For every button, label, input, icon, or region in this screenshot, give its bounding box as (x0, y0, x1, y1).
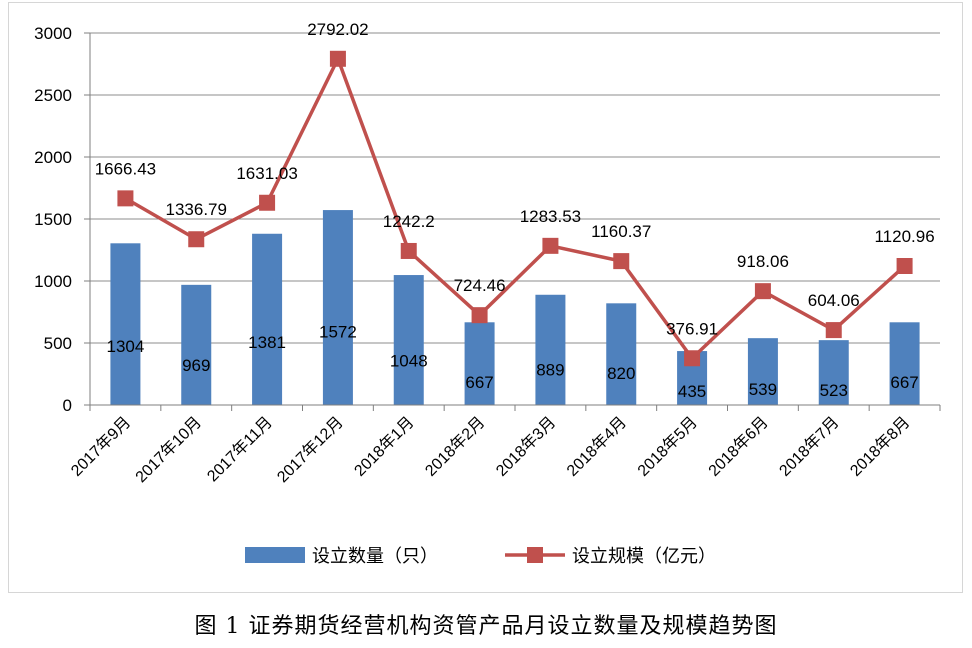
line-marker (400, 242, 417, 259)
line-marker (188, 231, 205, 248)
y-tick-label: 2500 (34, 86, 72, 105)
data-labels: 1304 969 1381 1572 1048 667 889 820 435 539 523 667… (95, 20, 935, 401)
y-tick-label: 2000 (34, 148, 72, 167)
x-tick-label: 2017年11月 (204, 413, 276, 485)
bar (393, 275, 424, 405)
bar (252, 233, 283, 405)
line-data-label: 1631.03 (236, 164, 297, 183)
line-data-label: 1336.79 (166, 200, 227, 219)
line-path (124, 57, 906, 361)
x-tick-label: 2018年8月 (847, 413, 914, 480)
legend-bar-swatch (245, 547, 305, 563)
line-data-label: 1242.2 (383, 212, 435, 231)
line-marker (613, 253, 630, 270)
bar (747, 338, 778, 405)
x-tick-label: 2018年1月 (351, 413, 418, 480)
bar-data-label: 820 (607, 364, 635, 383)
bar (181, 284, 212, 405)
bar-data-label: 539 (749, 380, 777, 399)
x-tick-label: 2018年4月 (563, 413, 630, 480)
line-marker (259, 194, 276, 211)
line-marker (117, 190, 134, 207)
y-tick-label: 1500 (34, 210, 72, 229)
bar-data-label: 1572 (319, 322, 357, 341)
line-data-label: 376.91 (666, 319, 718, 338)
line-data-label: 724.46 (454, 276, 506, 295)
x-tick-label: 2018年2月 (422, 413, 489, 480)
bar-data-label: 889 (536, 360, 564, 379)
line-marker (896, 258, 913, 275)
line-data-label: 604.06 (808, 291, 860, 310)
legend-bar-label: 设立数量（只） (312, 546, 438, 567)
x-tick-label: 2018年6月 (705, 413, 772, 480)
bar-data-label: 523 (820, 381, 848, 400)
bar (110, 243, 141, 405)
line-data-label: 2792.02 (307, 20, 368, 39)
bar-data-label: 1304 (107, 337, 145, 356)
bar (464, 322, 495, 405)
line-data-label: 1160.37 (591, 222, 651, 241)
line-marker (825, 322, 842, 339)
line-data-label: 1283.53 (520, 207, 581, 226)
x-tick-label: 2018年3月 (492, 413, 559, 480)
bar-data-label: 667 (465, 373, 493, 392)
line-marker (542, 237, 559, 254)
bar (535, 294, 566, 405)
x-tick-label: 2018年5月 (634, 413, 701, 480)
line-series (117, 50, 913, 367)
gridlines (90, 32, 940, 344)
bar-data-label: 1048 (390, 352, 428, 371)
y-tick-label: 3000 (34, 24, 72, 43)
bar-data-label: 1381 (248, 333, 286, 352)
bar (322, 210, 353, 405)
line-data-label: 1120.96 (874, 227, 934, 246)
figure-caption: 图 1 证券期货经营机构资管产品月设立数量及规模趋势图 (194, 614, 778, 639)
bar-data-label: 435 (678, 382, 706, 401)
line-marker (754, 283, 771, 300)
legend-line-marker (527, 547, 543, 563)
line-data-label: 918.06 (737, 252, 789, 271)
x-tick-label: 2017年9月 (67, 413, 134, 480)
line-data-label: 1666.43 (95, 159, 156, 178)
y-tick-label: 0 (63, 396, 72, 415)
line-marker (329, 50, 346, 67)
bar (889, 322, 920, 405)
x-tick-label: 2017年12月 (274, 413, 347, 486)
chart-frame (8, 2, 963, 593)
bar-data-label: 969 (182, 356, 210, 375)
bar-series (110, 210, 920, 405)
y-tick-label: 1000 (34, 272, 72, 291)
bar-data-label: 667 (890, 373, 918, 392)
x-tick-label: 2017年10月 (132, 413, 205, 486)
line-marker (684, 350, 701, 367)
legend: 设立数量（只） 设立规模（亿元） (245, 546, 716, 567)
y-tick-label: 500 (44, 334, 72, 353)
bar (818, 340, 849, 405)
legend-line-label: 设立规模（亿元） (572, 546, 716, 567)
x-tick-label: 2018年7月 (776, 413, 843, 480)
bar (606, 303, 637, 405)
line-marker (471, 307, 488, 324)
